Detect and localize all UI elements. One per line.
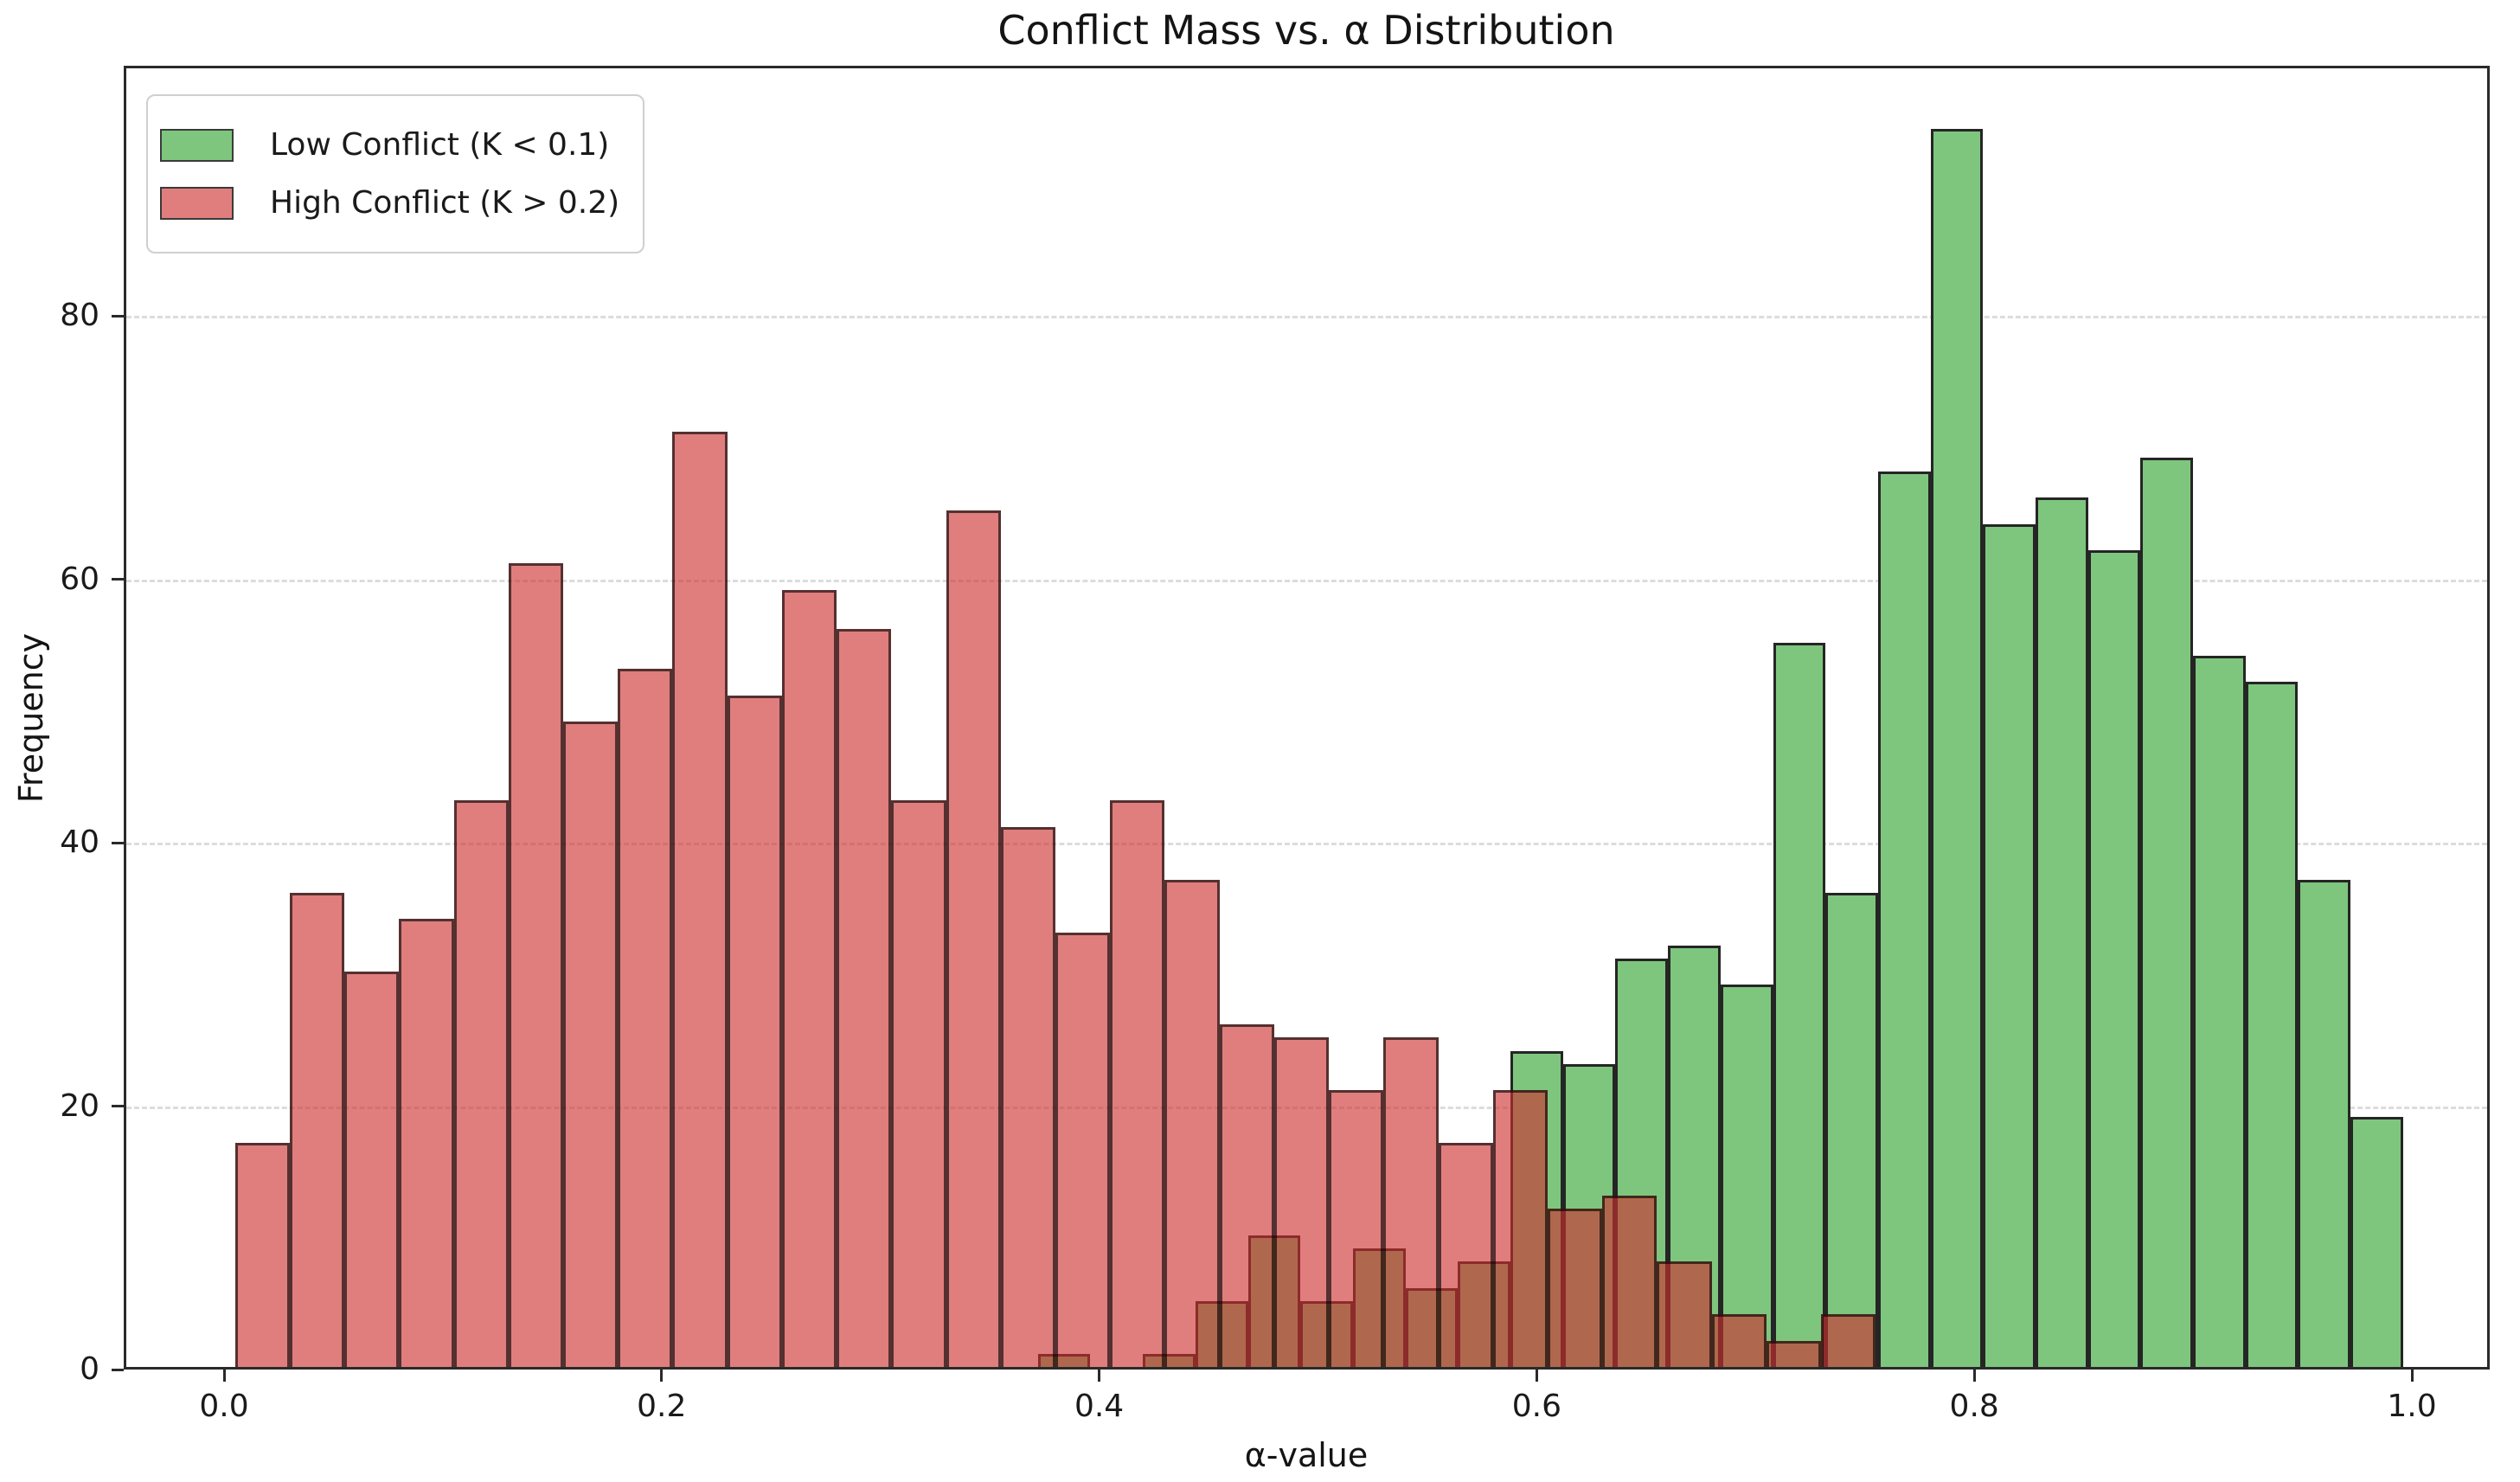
x-axis-label: α-value	[1244, 1436, 1369, 1474]
gridline	[126, 579, 2487, 582]
x-tick-mark	[1972, 1370, 1976, 1382]
histogram-bar-low-conflict	[1877, 471, 1931, 1367]
histogram-bar-high-conflict	[1055, 932, 1111, 1367]
y-tick-label: 40	[60, 824, 99, 860]
histogram-bar-high-conflict	[1766, 1340, 1822, 1367]
histogram-bar-high-conflict	[1438, 1143, 1493, 1367]
histogram-bar-low-conflict	[1773, 642, 1826, 1367]
histogram-bar-high-conflict	[399, 919, 454, 1367]
x-tick-mark	[222, 1370, 226, 1382]
x-tick-label: 0.0	[199, 1389, 249, 1424]
histogram-bar-low-conflict	[2036, 497, 2088, 1367]
histogram-bar-high-conflict	[781, 589, 837, 1367]
histogram-bar-high-conflict	[837, 629, 892, 1367]
histogram-bar-low-conflict	[1720, 985, 1773, 1367]
histogram-bar-high-conflict	[453, 800, 509, 1367]
legend-item-high-conflict: High Conflict (K > 0.2)	[160, 185, 631, 221]
histogram-bar-high-conflict	[1602, 1196, 1658, 1367]
legend-swatch-green	[160, 128, 234, 162]
histogram-bar-high-conflict	[1383, 1037, 1439, 1367]
histogram-bar-high-conflict	[1821, 1314, 1876, 1367]
x-tick-mark	[1098, 1370, 1101, 1382]
legend: Low Conflict (K < 0.1) High Conflict (K …	[146, 94, 644, 253]
y-tick-mark	[112, 314, 124, 318]
histogram-bar-high-conflict	[946, 510, 1001, 1367]
histogram-bar-low-conflict	[1825, 892, 1878, 1367]
x-tick-mark	[2410, 1370, 2414, 1382]
histogram-bar-high-conflict	[344, 972, 400, 1367]
histogram-bar-high-conflict	[672, 432, 728, 1367]
histogram-bar-high-conflict	[1219, 1024, 1274, 1367]
y-tick-label: 20	[60, 1087, 99, 1124]
histogram-bar-high-conflict	[289, 892, 345, 1367]
y-tick-mark	[112, 1368, 124, 1371]
histogram-bar-high-conflict	[234, 1143, 290, 1367]
histogram-bar-low-conflict	[2087, 550, 2141, 1367]
legend-label: Low Conflict (K < 0.1)	[270, 127, 610, 163]
page-title: Conflict Mass vs. α Distribution	[997, 7, 1615, 54]
histogram-bar-low-conflict	[2140, 458, 2194, 1367]
plot-area	[124, 66, 2490, 1370]
histogram-bar-high-conflict	[891, 800, 946, 1367]
y-tick-mark	[112, 578, 124, 581]
legend-item-low-conflict: Low Conflict (K < 0.1)	[160, 127, 631, 163]
x-tick-label: 0.4	[1074, 1389, 1125, 1424]
y-tick-mark	[112, 1105, 124, 1107]
histogram-bar-high-conflict	[1548, 1209, 1603, 1367]
y-axis-label: Frequency	[12, 632, 50, 804]
legend-label: High Conflict (K > 0.2)	[270, 185, 620, 221]
histogram-bar-high-conflict	[1000, 826, 1055, 1367]
gridline	[126, 843, 2487, 845]
x-tick-label: 0.6	[1511, 1389, 1562, 1424]
y-tick-mark	[112, 841, 124, 844]
histogram-bar-high-conflict	[1657, 1261, 1712, 1367]
x-tick-mark	[660, 1370, 664, 1382]
histogram-bar-low-conflict	[2298, 879, 2351, 1367]
histogram-bar-low-conflict	[2350, 1116, 2403, 1367]
histogram-bar-low-conflict	[2245, 682, 2299, 1367]
y-tick-label: 80	[60, 298, 99, 333]
x-tick-label: 1.0	[2387, 1389, 2437, 1424]
y-tick-label: 0	[80, 1351, 99, 1387]
x-tick-label: 0.8	[1949, 1389, 1999, 1424]
histogram-bar-high-conflict	[562, 721, 619, 1367]
y-tick-label: 60	[60, 561, 99, 597]
x-tick-label: 0.2	[637, 1389, 687, 1424]
histogram-bar-high-conflict	[1711, 1314, 1767, 1367]
histogram-bar-high-conflict	[1329, 1090, 1384, 1367]
histogram-bar-low-conflict	[1930, 128, 1984, 1367]
gridline	[126, 316, 2487, 318]
histogram-bar-high-conflict	[727, 695, 782, 1367]
histogram-bar-high-conflict	[508, 563, 563, 1367]
histogram-bar-high-conflict	[1164, 879, 1220, 1367]
histogram-bar-high-conflict	[1110, 800, 1165, 1367]
histogram-bar-low-conflict	[2193, 655, 2246, 1367]
histogram-bar-low-conflict	[1983, 523, 2036, 1367]
histogram-bar-high-conflict	[618, 669, 673, 1367]
histogram-bar-high-conflict	[1273, 1037, 1330, 1367]
legend-swatch-red	[160, 186, 234, 220]
histogram-bar-high-conflict	[1492, 1090, 1549, 1367]
x-tick-mark	[1535, 1370, 1538, 1382]
